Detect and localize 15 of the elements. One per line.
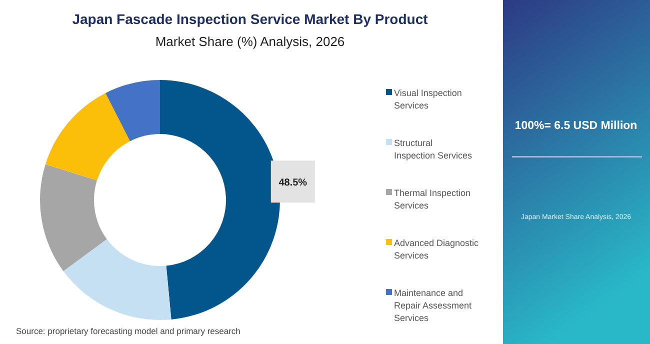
- chart-subtitle: Market Share (%) Analysis, 2026: [155, 34, 345, 49]
- data-label: 48.5%: [278, 178, 308, 189]
- legend-label: Visual Inspection Services: [394, 88, 462, 110]
- source-note: Source: proprietary forecasting model and primary research: [16, 326, 241, 336]
- donut-slice: [40, 164, 107, 272]
- donut-slice: [160, 80, 280, 320]
- text: 100%= 6.5 USD Million: [514, 120, 638, 132]
- donut-slice: [106, 80, 160, 142]
- donut-slice: [45, 93, 130, 180]
- legend-label: Thermal Inspection Services: [394, 188, 471, 210]
- chart-title: Japan Fascade Inspection Service Market By Product: [72, 11, 428, 27]
- legend-label: Advanced Diagnostic Services: [394, 238, 480, 260]
- legend-label: Maintenance and Repair Assessment Services: [394, 288, 472, 323]
- legend-label: Structural Inspection Services: [394, 138, 473, 160]
- donut-slice: [63, 239, 172, 320]
